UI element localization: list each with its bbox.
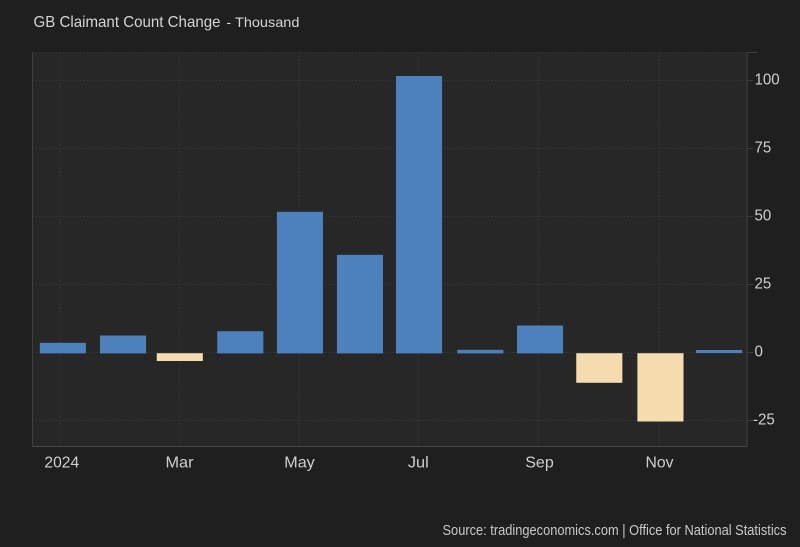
- svg-text:50: 50: [755, 208, 772, 225]
- svg-text:-25: -25: [753, 412, 775, 429]
- svg-text:May: May: [284, 455, 315, 472]
- svg-text:0: 0: [755, 344, 763, 361]
- svg-text:25: 25: [755, 276, 772, 293]
- svg-text:100: 100: [755, 72, 780, 89]
- svg-text:Source: tradingeconomics.com |: Source: tradingeconomics.com | Office fo…: [443, 522, 787, 539]
- svg-text:Mar: Mar: [166, 455, 195, 472]
- svg-text:GB Claimant Count Change: GB Claimant Count Change: [34, 14, 221, 31]
- svg-text:Nov: Nov: [646, 455, 674, 472]
- svg-text:Jul: Jul: [408, 455, 429, 472]
- svg-text:2024: 2024: [44, 455, 79, 472]
- svg-text:75: 75: [755, 140, 772, 157]
- svg-text:- Thousand: - Thousand: [226, 14, 299, 30]
- svg-text:Sep: Sep: [525, 455, 554, 472]
